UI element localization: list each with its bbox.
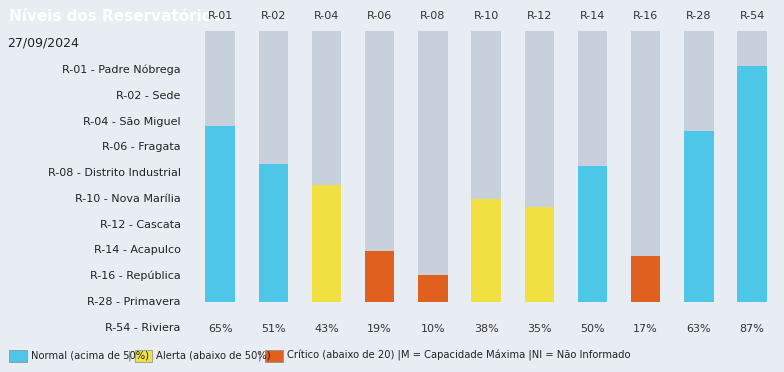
Text: 63%: 63%	[687, 324, 711, 334]
Text: R-04 - São Miguel: R-04 - São Miguel	[83, 117, 180, 126]
Text: R-08 - Distrito Industrial: R-08 - Distrito Industrial	[48, 168, 180, 178]
Bar	[524, 207, 554, 302]
Bar	[631, 31, 660, 302]
Text: Alerta (abaixo de 50%): Alerta (abaixo de 50%)	[157, 350, 271, 360]
Bar	[312, 31, 341, 302]
Text: R-12 - Cascata: R-12 - Cascata	[100, 219, 180, 230]
Text: R-06 - Fragata: R-06 - Fragata	[102, 142, 180, 153]
Bar	[9, 350, 27, 362]
Bar	[265, 350, 282, 362]
Text: 35%: 35%	[527, 324, 552, 334]
Text: 27/09/2024: 27/09/2024	[8, 36, 79, 49]
Bar	[205, 31, 234, 302]
Bar	[631, 256, 660, 302]
Bar	[259, 164, 288, 302]
Bar	[365, 251, 394, 302]
Text: |: |	[257, 350, 261, 361]
Text: R-14 - Acapulco: R-14 - Acapulco	[93, 245, 180, 255]
Bar	[684, 131, 713, 302]
Bar	[578, 166, 607, 302]
Text: R-10 - Nova Marília: R-10 - Nova Marília	[74, 194, 180, 204]
Text: 38%: 38%	[474, 324, 499, 334]
Text: Crítico (abaixo de 20) |M = Capacidade Máxima |NI = Não Informado: Crítico (abaixo de 20) |M = Capacidade M…	[287, 350, 630, 361]
Bar	[135, 350, 152, 362]
Bar	[365, 31, 394, 302]
Text: 51%: 51%	[261, 324, 285, 334]
Bar	[259, 31, 288, 302]
Text: 17%: 17%	[633, 324, 658, 334]
Bar	[738, 66, 767, 302]
Bar	[205, 126, 234, 302]
Text: R-01 - Padre Nóbrega: R-01 - Padre Nóbrega	[62, 65, 180, 76]
Text: 43%: 43%	[314, 324, 339, 334]
Bar	[418, 31, 448, 302]
Text: R-02 - Sede: R-02 - Sede	[116, 91, 180, 101]
Text: R-16 - República: R-16 - República	[90, 271, 180, 281]
Text: 50%: 50%	[580, 324, 604, 334]
Bar	[418, 275, 448, 302]
Text: 19%: 19%	[368, 324, 392, 334]
Text: R-28 - Primavera: R-28 - Primavera	[87, 297, 180, 307]
Bar	[738, 31, 767, 302]
Bar	[684, 31, 713, 302]
Text: |: |	[127, 350, 131, 361]
Bar	[471, 31, 501, 302]
Text: 87%: 87%	[739, 324, 764, 334]
Text: 65%: 65%	[208, 324, 232, 334]
Bar	[578, 31, 607, 302]
Bar	[471, 199, 501, 302]
Text: 10%: 10%	[420, 324, 445, 334]
Bar	[312, 185, 341, 302]
Bar	[524, 31, 554, 302]
Text: R-54 - Riviera: R-54 - Riviera	[105, 323, 180, 333]
Text: Níveis dos Reservatórios: Níveis dos Reservatórios	[9, 9, 222, 24]
Text: Normal (acima de 50%): Normal (acima de 50%)	[31, 350, 149, 360]
